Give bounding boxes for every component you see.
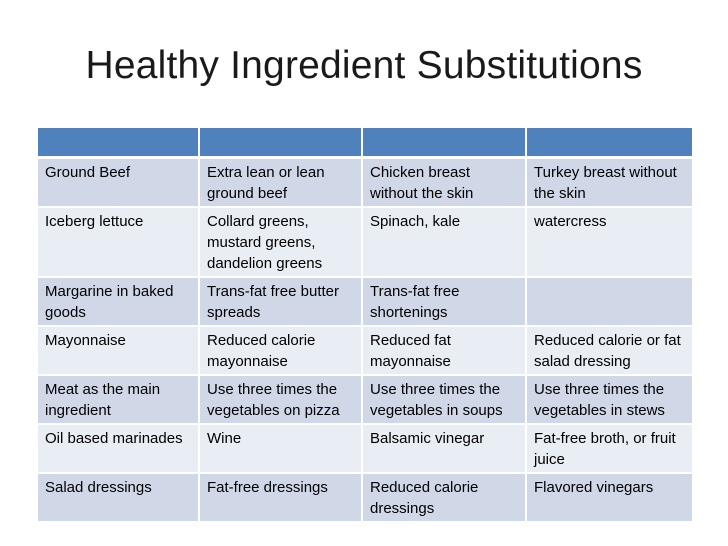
table-cell: Salad dressings [36,472,200,523]
substitutions-table: Ground Beef Extra lean or lean ground be… [36,126,694,523]
table-cell: Reduced fat mayonnaise [361,325,527,376]
slide-title: Healthy Ingredient Substitutions [85,44,643,87]
table-cell: Chicken breast without the skin [361,156,527,208]
table-cell: Balsamic vinegar [361,423,527,474]
table-cell: Margarine in baked goods [36,276,200,327]
table-cell [525,276,694,327]
header-cell [36,126,200,159]
table-cell: Mayonnaise [36,325,200,376]
table-cell: Flavored vinegars [525,472,694,523]
table-header-row [36,126,694,159]
table-cell: Oil based marinades [36,423,200,474]
table-cell: Trans-fat free butter spreads [198,276,363,327]
header-cell [361,126,527,159]
table-cell: Collard greens, mustard greens, dandelio… [198,206,363,278]
header-cell [198,126,363,159]
table-cell: Spinach, kale [361,206,527,278]
table-cell: Wine [198,423,363,474]
table-cell: Reduced calorie dressings [361,472,527,523]
table-row: Margarine in baked goods Trans-fat free … [36,276,694,327]
table-cell: Ground Beef [36,156,200,208]
table-cell: Iceberg lettuce [36,206,200,278]
table-cell: Fat-free dressings [198,472,363,523]
table-cell: Turkey breast without the skin [525,156,694,208]
table-cell: Fat-free broth, or fruit juice [525,423,694,474]
table-cell: Reduced calorie mayonnaise [198,325,363,376]
table-cell: watercress [525,206,694,278]
header-cell [525,126,694,159]
table-cell: Use three times the vegetables on pizza [198,374,363,425]
table-cell: Reduced calorie or fat salad dressing [525,325,694,376]
table-row: Ground Beef Extra lean or lean ground be… [36,156,694,208]
table-row: Iceberg lettuce Collard greens, mustard … [36,206,694,278]
table-row: Salad dressings Fat-free dressings Reduc… [36,472,694,523]
table-row: Mayonnaise Reduced calorie mayonnaise Re… [36,325,694,376]
table-cell: Use three times the vegetables in soups [361,374,527,425]
table-cell: Use three times the vegetables in stews [525,374,694,425]
table-row: Oil based marinades Wine Balsamic vinega… [36,423,694,474]
table-cell: Trans-fat free shortenings [361,276,527,327]
table-cell: Extra lean or lean ground beef [198,156,363,208]
table-cell: Meat as the main ingredient [36,374,200,425]
table-row: Meat as the main ingredient Use three ti… [36,374,694,425]
